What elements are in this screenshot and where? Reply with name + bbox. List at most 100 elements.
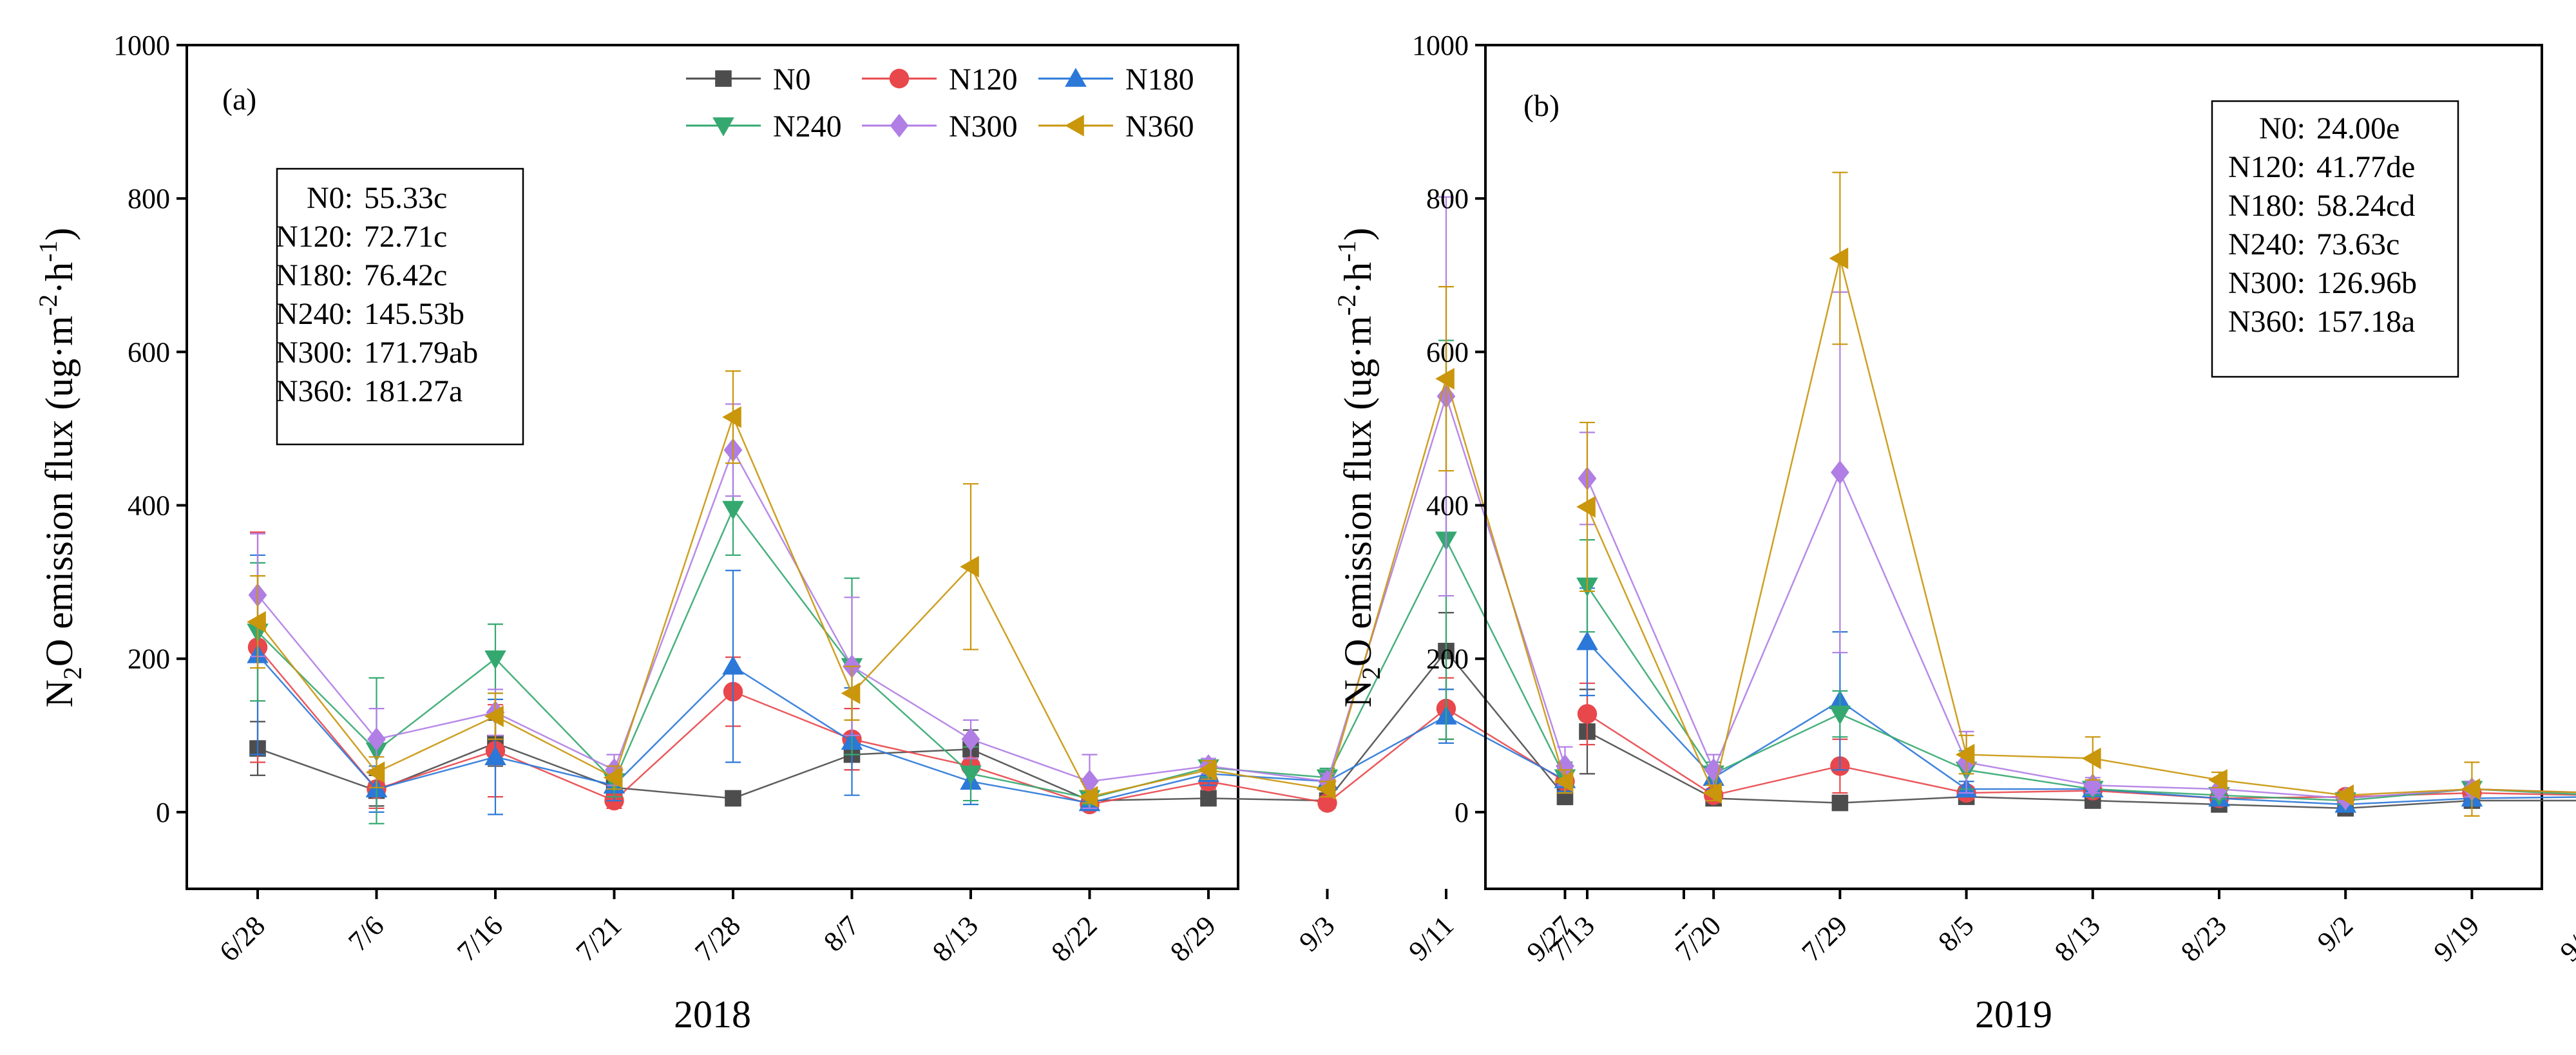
y-axis-title-superscript: -2 <box>1332 294 1361 316</box>
legend-label-n0: N0 <box>773 62 811 97</box>
y-axis-title-part: ·h <box>1337 262 1379 294</box>
stats-label: N300: <box>2228 266 2305 300</box>
data-point-n360 <box>1554 770 1574 793</box>
data-point-n360 <box>1316 778 1336 800</box>
data-point-n0 <box>725 790 741 807</box>
legend-marker-n180 <box>1065 68 1087 87</box>
y-tick-label: 600 <box>1426 336 1469 368</box>
data-point-n180 <box>722 655 744 675</box>
legend-marker-n240 <box>712 117 734 137</box>
stats-label: N0: <box>307 181 353 215</box>
series-line-n240 <box>257 508 1566 799</box>
data-point-n360 <box>1078 786 1098 808</box>
stats-value: 157.18a <box>2316 305 2415 339</box>
y-axis-title-part: N <box>38 680 81 707</box>
series-line-n300 <box>257 394 1566 783</box>
y-axis-title-superscript: -1 <box>1332 241 1361 262</box>
stats-value: 72.71c <box>364 220 447 254</box>
stats-value: 73.63c <box>2316 227 2399 261</box>
panel-label: (b) <box>1523 89 1560 123</box>
stats-label: N240: <box>276 297 353 331</box>
data-point-n360 <box>247 611 266 633</box>
legend-label-n360: N360 <box>1125 109 1194 144</box>
data-point-n360 <box>2334 784 2354 806</box>
y-axis-title-superscript: -1 <box>33 241 62 262</box>
y-axis-title-part: ·h <box>38 262 81 294</box>
stats-label: N120: <box>2228 150 2305 184</box>
legend-marker-n300 <box>890 113 909 138</box>
stats-value: 55.33c <box>364 181 447 215</box>
data-point-n0 <box>1200 790 1217 807</box>
legend-label-n180: N180 <box>1125 62 1194 97</box>
legend-label-n240: N240 <box>773 109 842 144</box>
y-tick-label: 0 <box>156 797 170 828</box>
stats-box: N0: 24.00e N120: 41.77de N180: 58.24cd N240: 73… <box>2211 100 2459 378</box>
data-point-n360 <box>2208 769 2228 791</box>
stats-box-frame <box>276 167 524 446</box>
stats-label: N360: <box>276 374 353 408</box>
data-point-n360 <box>1703 782 1722 804</box>
series-n360 <box>1576 171 2576 817</box>
data-point-n360 <box>841 682 861 705</box>
data-point-n360 <box>365 761 385 783</box>
stats-box-frame <box>2211 100 2459 378</box>
stats-label: N360: <box>2228 305 2305 339</box>
y-tick-label: 600 <box>128 336 170 368</box>
data-point-n120 <box>1577 704 1598 724</box>
data-point-n300 <box>1704 758 1723 782</box>
y-tick-label: 200 <box>1426 643 1469 675</box>
y-axis-title-part: N <box>1337 680 1379 707</box>
series-n360 <box>247 286 1574 808</box>
stats-label: N180: <box>2228 189 2305 223</box>
data-point-n360 <box>1197 759 1217 781</box>
data-point-n360 <box>1435 368 1455 390</box>
legend-label-n120: N120 <box>949 62 1018 97</box>
x-axis-year-label: 2019 <box>1975 993 2052 1036</box>
y-tick-label: 1000 <box>1412 30 1469 61</box>
stats-label: N120: <box>276 220 353 254</box>
data-point-n300 <box>367 727 386 752</box>
y-axis-title-part: O emission flux (ug·m <box>38 316 81 667</box>
plot-frame <box>1484 44 2543 890</box>
y-tick-label: 800 <box>128 183 170 214</box>
y-tick-label: 200 <box>128 643 170 675</box>
data-point-n360 <box>960 556 979 578</box>
y-tick-label: 400 <box>1426 490 1469 522</box>
panel-label: (a) <box>222 82 256 117</box>
stats-value: 181.27a <box>364 374 463 408</box>
data-point-n240 <box>1829 705 1851 725</box>
data-point-n360 <box>1576 496 1596 518</box>
stats-label: N180: <box>276 258 353 292</box>
y-axis-title-part: ) <box>38 228 81 241</box>
data-point-n360 <box>603 766 623 789</box>
x-axis-year-label: 2018 <box>674 993 751 1036</box>
y-axis-title-part: O emission flux (ug·m <box>1337 316 1379 667</box>
stats-label: N0: <box>2259 111 2305 146</box>
legend-marker-n120 <box>889 68 910 89</box>
series-line-n360 <box>257 375 1566 798</box>
stats-box: N0: 55.33c N120: 72.71c N180: 76.42c N240: 145.… <box>276 167 524 446</box>
data-point-n300 <box>961 727 980 752</box>
data-point-n300 <box>1831 460 1849 484</box>
data-point-n240 <box>960 765 982 785</box>
y-tick-label: 1000 <box>113 30 170 61</box>
data-point-n360 <box>484 705 504 727</box>
data-point-n360 <box>722 406 741 428</box>
y-axis-title: N2O emission flux (ug·m-2·h-1) <box>33 228 87 708</box>
stats-value: 126.96b <box>2316 266 2417 300</box>
stats-value: 171.79ab <box>364 336 478 370</box>
data-point-n360 <box>1829 247 1849 269</box>
data-point-n300 <box>1556 754 1574 778</box>
plot-frame <box>186 44 1239 890</box>
data-point-n360 <box>1955 743 1975 766</box>
stats-value: 58.24cd <box>2316 189 2415 223</box>
data-point-n360 <box>2461 778 2481 800</box>
legend-marker-n360 <box>1065 115 1084 137</box>
stats-value: 24.00e <box>2316 111 2399 146</box>
stats-value: 41.77de <box>2316 150 2415 184</box>
y-axis-title-superscript: -2 <box>33 294 62 316</box>
